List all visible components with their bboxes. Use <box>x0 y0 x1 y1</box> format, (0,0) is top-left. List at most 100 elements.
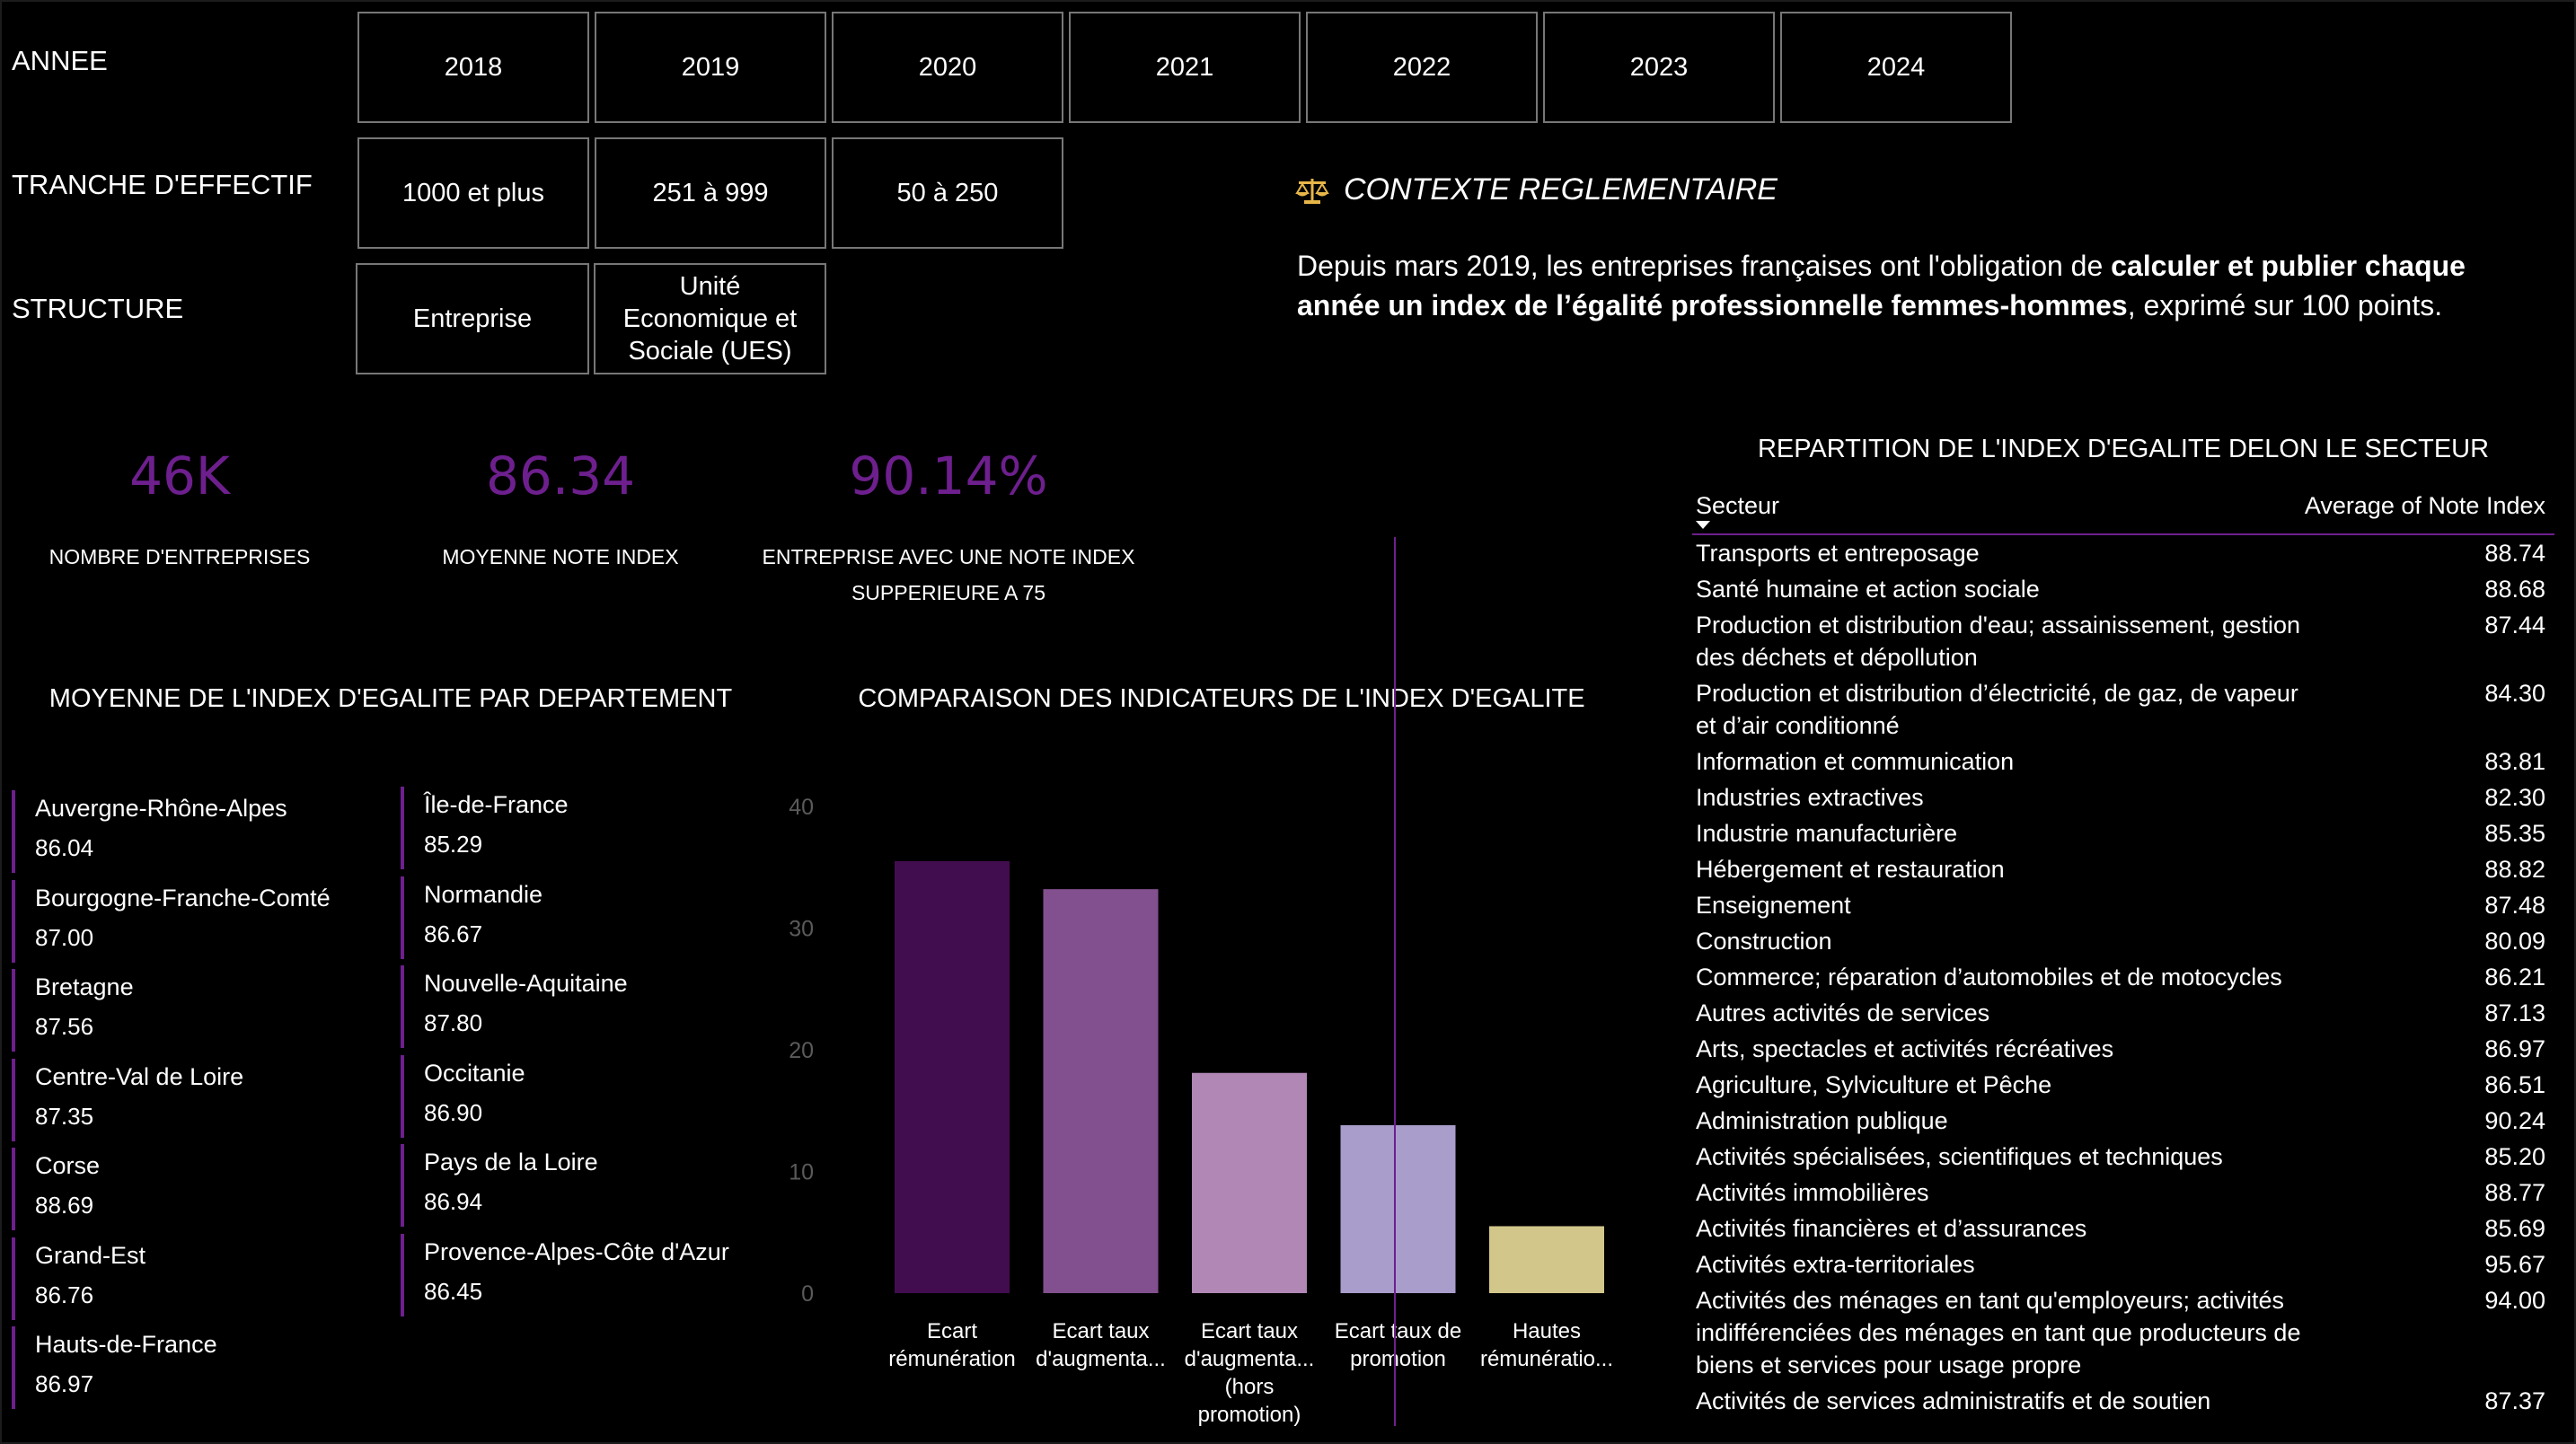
secteur-cell: Enseignement <box>1696 892 1851 919</box>
slicer-year-2024[interactable]: 2024 <box>1780 12 2012 123</box>
indicator-bar-chart: 0 10 20 30 40 Ecart rémunération Ecart taux d'au… <box>789 795 1613 1427</box>
note-index-cell: 87.48 <box>2484 892 2545 919</box>
table-row[interactable]: Industrie manufacturière 85.35 <box>1692 815 2554 851</box>
slicer-year-2020[interactable]: 2020 <box>832 12 1063 123</box>
departement-card: Normandie 86.67 <box>401 876 543 959</box>
x-category-label: promotion <box>1350 1347 1446 1371</box>
secteur-cell: Autres activités de services <box>1696 999 1990 1026</box>
note-index-cell: 88.82 <box>2484 856 2545 883</box>
secteur-table-title: REPARTITION DE L'INDEX D'EGALITE DELON L… <box>1757 435 2490 463</box>
table-row[interactable]: Santé humaine et action sociale 88.68 <box>1692 571 2554 607</box>
departement-card: Occitanie 86.90 <box>401 1054 525 1138</box>
table-row[interactable]: Arts, spectacles et activités récréative… <box>1692 1031 2554 1067</box>
slicer-tranche-1000-plus[interactable]: 1000 et plus <box>357 137 589 249</box>
table-row[interactable]: Commerce; réparation d’automobiles et de… <box>1692 959 2554 995</box>
departement-card: Nouvelle-Aquitaine 87.80 <box>401 965 628 1048</box>
departement-section-title: MOYENNE DE L'INDEX D'EGALITE PAR DEPARTE… <box>49 684 733 713</box>
secteur-cell: Production et distribution d'eau; assain… <box>1696 612 2301 671</box>
note-index-cell: 94.00 <box>2484 1287 2545 1314</box>
departement-value: 85.29 <box>424 831 483 858</box>
slicer-year-2021[interactable]: 2021 <box>1069 12 1301 123</box>
table-row[interactable]: Activités des ménages en tant qu'employe… <box>1692 1282 2554 1383</box>
secteur-cell: Industries extractives <box>1696 784 1924 811</box>
table-row[interactable]: Information et communication 83.81 <box>1692 744 2554 779</box>
secteur-table[interactable]: Secteur Average of Note Index Transports… <box>1692 480 2554 1419</box>
slicer-year-2022[interactable]: 2022 <box>1306 12 1538 123</box>
table-row[interactable]: Construction 80.09 <box>1692 923 2554 959</box>
departement-card: Bourgogne-Franche-Comté 87.00 <box>12 879 331 963</box>
secteur-cell: Commerce; réparation d’automobiles et de… <box>1696 964 2282 991</box>
departement-card: Corse 88.69 <box>12 1148 100 1230</box>
departement-name: Centre-Val de Loire <box>35 1062 244 1090</box>
table-row[interactable]: Hébergement et restauration 88.82 <box>1692 851 2554 887</box>
secteur-cell: Construction <box>1696 928 1832 955</box>
table-column-divider <box>1394 537 1396 1426</box>
slicer-structure-entreprise[interactable]: Entreprise <box>356 263 589 374</box>
secteur-cell: Activités de services administratifs et … <box>1696 1387 2211 1414</box>
note-index-cell: 80.09 <box>2484 928 2545 955</box>
departement-card: Bretagne 87.56 <box>12 969 134 1052</box>
column-header-secteur[interactable]: Secteur <box>1696 492 1780 519</box>
note-index-cell: 82.30 <box>2484 784 2545 811</box>
note-index-cell: 86.21 <box>2484 964 2545 991</box>
table-row[interactable]: Activités spécialisées, scientifiques et… <box>1692 1139 2554 1175</box>
slicer-year-2018[interactable]: 2018 <box>357 12 589 123</box>
departement-name: Auvergne-Rhône-Alpes <box>35 795 287 822</box>
departement-card: Pays de la Loire 86.94 <box>401 1144 598 1227</box>
departement-value: 86.94 <box>424 1188 483 1215</box>
y-tick-label: 10 <box>789 1160 814 1185</box>
secteur-cell: Production et distribution d’électricité… <box>1696 680 2298 739</box>
note-index-cell: 87.44 <box>2484 612 2545 638</box>
departement-name: Occitanie <box>424 1059 525 1087</box>
kpi-note-sup-75-label: ENTREPRISE AVEC UNE NOTE INDEX SUPPERIEU… <box>762 545 1135 604</box>
note-index-cell: 85.69 <box>2484 1215 2545 1242</box>
secteur-cell: Administration publique <box>1696 1107 1948 1134</box>
x-category-label: d'augmenta... <box>1036 1347 1166 1371</box>
table-row[interactable]: Production et distribution d’électricité… <box>1692 675 2554 744</box>
table-row[interactable]: Activités extra-territoriales 95.67 <box>1692 1246 2554 1282</box>
departement-card: Hauts-de-France 86.97 <box>12 1326 217 1409</box>
table-row[interactable]: Activités de services administratifs et … <box>1692 1383 2554 1419</box>
departement-name: Île-de-France <box>424 791 569 818</box>
table-row[interactable]: Industries extractives 82.30 <box>1692 779 2554 815</box>
chart-title: COMPARAISON DES INDICATEURS DE L'INDEX D… <box>858 684 1585 713</box>
bar[interactable] <box>895 860 1010 1293</box>
x-category-label: Ecart taux <box>1052 1319 1149 1343</box>
note-index-cell: 85.20 <box>2484 1143 2545 1170</box>
table-header: Secteur Average of Note Index <box>1692 480 2554 535</box>
bar[interactable] <box>1489 1226 1604 1293</box>
note-index-cell: 87.37 <box>2484 1387 2545 1414</box>
context-title: CONTEXTE REGLEMENTAIRE <box>1295 172 1778 207</box>
table-row[interactable]: Enseignement 87.48 <box>1692 887 2554 923</box>
note-index-cell: 83.81 <box>2484 748 2545 775</box>
table-row[interactable]: Agriculture, Sylviculture et Pêche 86.51 <box>1692 1067 2554 1103</box>
table-row[interactable]: Activités financières et d’assurances 85.… <box>1692 1211 2554 1246</box>
bar[interactable] <box>1043 889 1159 1293</box>
filter-label-annee: ANNEE <box>12 45 108 76</box>
secteur-cell: Santé humaine et action sociale <box>1696 576 2040 603</box>
slicer-tranche-50-250[interactable]: 50 à 250 <box>832 137 1063 249</box>
slicer-structure-ues[interactable]: Unité Economique et Sociale (UES) <box>594 263 826 374</box>
secteur-cell: Industrie manufacturière <box>1696 820 1958 847</box>
slicer-year-2023[interactable]: 2023 <box>1543 12 1775 123</box>
departement-value: 86.45 <box>424 1277 483 1305</box>
x-category-label: (hors <box>1225 1375 1275 1399</box>
column-header-average[interactable]: Average of Note Index <box>2304 492 2545 519</box>
table-body: Transports et entreposage 88.74 Santé huma… <box>1692 535 2554 1419</box>
table-row[interactable]: Production et distribution d'eau; assain… <box>1692 607 2554 675</box>
slicer-tranche-251-999[interactable]: 251 à 999 <box>595 137 826 249</box>
bar[interactable] <box>1340 1125 1456 1293</box>
note-index-cell: 88.74 <box>2484 540 2545 567</box>
table-row[interactable]: Activités immobilières 88.77 <box>1692 1175 2554 1211</box>
slicer-year-2019[interactable]: 2019 <box>595 12 826 123</box>
table-row[interactable]: Autres activités de services 87.13 <box>1692 995 2554 1031</box>
table-row[interactable]: Administration publique 90.24 <box>1692 1103 2554 1139</box>
y-tick-label: 0 <box>801 1281 814 1307</box>
departement-value: 86.67 <box>424 920 483 947</box>
secteur-cell: Information et communication <box>1696 748 2015 775</box>
bar[interactable] <box>1192 1072 1307 1293</box>
table-row[interactable]: Transports et entreposage 88.74 <box>1692 535 2554 571</box>
note-index-cell: 86.97 <box>2484 1035 2545 1062</box>
departement-name: Normandie <box>424 880 543 908</box>
